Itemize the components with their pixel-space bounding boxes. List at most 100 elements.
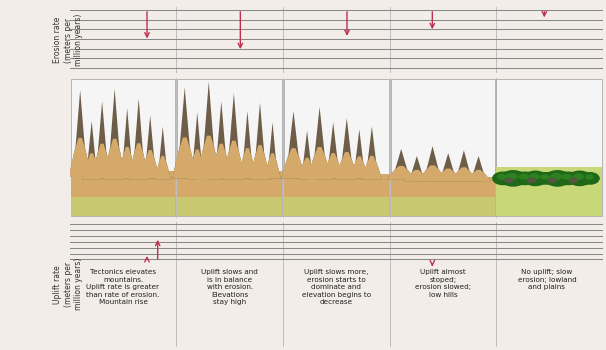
Polygon shape [188,149,207,180]
Bar [71,188,175,216]
Ellipse shape [535,172,556,185]
Ellipse shape [556,172,580,185]
Polygon shape [404,156,430,181]
Polygon shape [92,144,113,178]
Bar [391,79,495,216]
Bar [71,172,175,197]
Bar [178,188,282,216]
Polygon shape [103,139,126,180]
Ellipse shape [562,174,572,180]
Ellipse shape [528,173,540,180]
Polygon shape [196,82,221,180]
Ellipse shape [544,170,571,187]
Polygon shape [466,156,491,181]
Polygon shape [238,111,257,178]
Polygon shape [82,153,101,180]
Text: No uplift; slow
erosion; lowland
and plains: No uplift; slow erosion; lowland and pla… [518,269,576,290]
Polygon shape [335,152,358,180]
Polygon shape [92,102,113,178]
Polygon shape [350,156,368,179]
Ellipse shape [492,172,513,185]
Polygon shape [466,170,491,181]
Ellipse shape [523,170,548,186]
Ellipse shape [550,173,562,180]
Ellipse shape [497,174,507,180]
Polygon shape [68,90,92,177]
Ellipse shape [547,178,557,183]
Bar [284,79,388,216]
Polygon shape [361,127,382,180]
Polygon shape [103,89,126,180]
Bar [391,177,495,197]
Polygon shape [350,130,368,178]
Ellipse shape [513,172,536,185]
Ellipse shape [567,170,593,186]
Polygon shape [155,156,171,180]
Polygon shape [418,166,447,181]
Ellipse shape [504,178,514,183]
Ellipse shape [540,174,550,180]
Polygon shape [298,158,316,180]
Polygon shape [141,116,159,178]
Polygon shape [222,93,245,180]
Polygon shape [238,148,257,178]
Polygon shape [196,136,221,180]
Bar [71,79,175,216]
Polygon shape [435,169,462,181]
Polygon shape [281,148,306,178]
Polygon shape [141,150,159,178]
Polygon shape [222,141,245,180]
Polygon shape [172,88,198,178]
Polygon shape [211,102,231,178]
Bar [496,167,602,216]
Polygon shape [264,122,281,178]
Polygon shape [435,153,462,181]
Polygon shape [361,156,382,180]
Polygon shape [118,147,136,178]
Bar [284,188,388,216]
Polygon shape [323,122,344,178]
Polygon shape [387,166,416,180]
Polygon shape [450,150,478,181]
Polygon shape [188,113,207,180]
Polygon shape [250,145,270,180]
Text: Tectonics elevates
mountains.
Uplift rate is greater
than rate of erosion.
Mount: Tectonics elevates mountains. Uplift rat… [87,269,159,305]
Polygon shape [155,127,171,180]
Bar [178,79,282,216]
Polygon shape [82,121,101,180]
Polygon shape [335,118,358,180]
Polygon shape [68,138,92,177]
Polygon shape [298,131,316,180]
Text: Uplift slows more,
erosion starts to
dominate and
elevation begins to
decrease: Uplift slows more, erosion starts to dom… [302,269,371,305]
Text: Uplift almost
stoped;
erosion slowed;
low hills: Uplift almost stoped; erosion slowed; lo… [415,269,471,298]
Polygon shape [128,99,149,180]
Polygon shape [450,167,478,181]
Ellipse shape [585,174,594,180]
Polygon shape [307,147,332,180]
Y-axis label: Uplift rate
(meters per
million years): Uplift rate (meters per million years) [53,258,83,310]
Ellipse shape [505,173,518,180]
Bar [284,174,388,197]
Polygon shape [172,138,198,178]
Polygon shape [387,149,416,180]
Polygon shape [281,111,306,178]
Polygon shape [118,108,136,178]
Polygon shape [250,103,270,180]
Polygon shape [128,143,149,180]
Bar [496,79,602,216]
Polygon shape [418,146,447,181]
Ellipse shape [581,172,600,185]
Polygon shape [307,107,332,180]
Ellipse shape [573,173,584,180]
Polygon shape [323,153,344,178]
Ellipse shape [568,178,578,183]
Text: Uplift slows and
is in balance
with erosion.
Elevations
stay high: Uplift slows and is in balance with eros… [201,269,258,305]
Bar [178,172,282,197]
Y-axis label: Erosion rate
(meters per
million years): Erosion rate (meters per million years) [53,14,83,66]
Polygon shape [404,170,430,181]
Ellipse shape [499,170,527,187]
Ellipse shape [519,174,529,180]
Polygon shape [211,144,231,178]
Polygon shape [264,153,281,178]
Bar [391,188,495,216]
